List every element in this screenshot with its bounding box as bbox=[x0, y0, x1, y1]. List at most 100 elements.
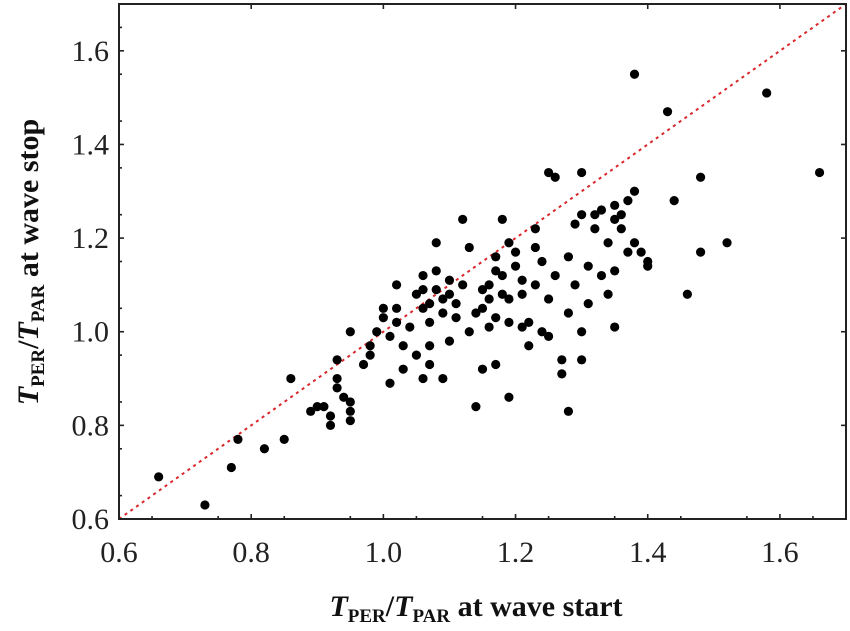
data-point-73 bbox=[497, 289, 507, 299]
x-label-sub2: PAR bbox=[412, 606, 450, 627]
data-point-97 bbox=[557, 369, 567, 379]
data-point-81 bbox=[517, 275, 527, 285]
ticks-layer: 0.6 0.8 1.0 1.2 1.4 1.6 0.6 0.8 1.0 1.2 1.4 1.6 bbox=[72, 4, 846, 569]
data-point-26 bbox=[378, 303, 388, 313]
data-point-18 bbox=[345, 406, 355, 416]
data-point-110 bbox=[590, 210, 600, 220]
y-label-sub2: PAR bbox=[28, 284, 49, 322]
data-point-2 bbox=[200, 500, 210, 510]
data-point-82 bbox=[517, 322, 527, 332]
data-point-65 bbox=[484, 322, 494, 332]
data-point-28 bbox=[385, 331, 395, 342]
data-point-99 bbox=[563, 252, 574, 262]
data-point-37 bbox=[418, 373, 428, 384]
data-point-19 bbox=[345, 397, 355, 407]
data-point-105 bbox=[577, 327, 587, 337]
data-point-58 bbox=[464, 242, 474, 253]
data-point-39 bbox=[418, 284, 428, 295]
data-point-70 bbox=[491, 252, 501, 262]
x-tick-label-1: 0.6 bbox=[100, 536, 138, 569]
data-point-69 bbox=[491, 266, 501, 276]
x-tick-label-5: 1.4 bbox=[629, 536, 667, 569]
data-point-116 bbox=[610, 214, 620, 224]
data-point-130 bbox=[669, 196, 679, 206]
data-point-22 bbox=[365, 350, 375, 360]
data-point-104 bbox=[577, 210, 587, 220]
x-tick-label-6: 1.6 bbox=[761, 536, 799, 569]
x-label-sub1: PER bbox=[348, 606, 386, 627]
data-point-27 bbox=[385, 378, 395, 388]
data-point-107 bbox=[583, 261, 593, 271]
x-label-rest: at wave start bbox=[450, 590, 622, 623]
data-point-129 bbox=[662, 107, 673, 117]
data-point-93 bbox=[543, 331, 554, 342]
data-point-43 bbox=[425, 317, 435, 327]
data-point-103 bbox=[577, 167, 587, 178]
data-point-83 bbox=[517, 289, 527, 299]
data-point-57 bbox=[458, 214, 468, 224]
x-tick-label-2: 0.8 bbox=[232, 536, 270, 569]
data-point-71 bbox=[491, 359, 501, 370]
data-point-114 bbox=[603, 289, 613, 299]
data-point-78 bbox=[504, 392, 514, 402]
data-point-109 bbox=[590, 224, 600, 234]
data-point-20 bbox=[345, 327, 355, 337]
data-point-9 bbox=[312, 402, 322, 412]
y-tick-label-6: 1.6 bbox=[72, 35, 110, 68]
data-point-38 bbox=[418, 303, 428, 313]
data-point-49 bbox=[438, 308, 448, 318]
data-point-13 bbox=[332, 383, 342, 393]
data-point-47 bbox=[431, 238, 441, 248]
data-point-1 bbox=[154, 472, 164, 482]
data-point-86 bbox=[530, 224, 540, 234]
data-point-42 bbox=[425, 341, 435, 351]
data-point-17 bbox=[345, 416, 355, 426]
data-point-113 bbox=[603, 238, 613, 248]
data-point-51 bbox=[444, 289, 455, 299]
data-point-115 bbox=[610, 200, 620, 210]
data-point-5 bbox=[259, 444, 269, 454]
data-point-15 bbox=[332, 355, 342, 365]
y-tick-label-5: 1.4 bbox=[72, 128, 110, 161]
data-point-48 bbox=[438, 373, 448, 384]
data-point-135 bbox=[762, 88, 772, 98]
data-point-80 bbox=[510, 247, 521, 257]
points-layer bbox=[154, 69, 825, 510]
data-point-33 bbox=[398, 341, 408, 351]
x-axis-label: TPER/TPAR at wave start bbox=[329, 590, 622, 627]
data-point-72 bbox=[497, 214, 507, 224]
data-point-121 bbox=[623, 196, 633, 206]
y-label-slash: / bbox=[12, 340, 45, 350]
data-point-55 bbox=[451, 299, 461, 309]
data-point-10 bbox=[319, 402, 329, 412]
data-point-98 bbox=[563, 308, 574, 318]
data-point-133 bbox=[696, 172, 706, 182]
y-axis-label: TPER/TPAR at wave stop bbox=[12, 119, 49, 405]
data-point-25 bbox=[378, 313, 388, 323]
y-label-rest: at wave stop bbox=[12, 119, 45, 285]
data-point-44 bbox=[425, 299, 435, 309]
data-point-102 bbox=[570, 280, 580, 290]
data-point-31 bbox=[391, 280, 402, 290]
data-point-90 bbox=[537, 256, 547, 267]
x-tick-label-3: 1.0 bbox=[365, 536, 403, 569]
data-point-85 bbox=[524, 317, 534, 327]
data-point-108 bbox=[583, 299, 593, 309]
data-point-16 bbox=[339, 392, 349, 402]
data-point-79 bbox=[510, 261, 521, 271]
y-tick-label-1: 0.6 bbox=[72, 503, 110, 536]
data-point-106 bbox=[577, 355, 587, 365]
data-point-21 bbox=[358, 359, 369, 370]
y-label-t2: T bbox=[12, 321, 45, 341]
data-point-136 bbox=[814, 167, 825, 178]
data-point-89 bbox=[537, 327, 547, 337]
data-point-46 bbox=[431, 266, 441, 276]
data-point-123 bbox=[629, 238, 640, 248]
data-point-124 bbox=[629, 186, 640, 196]
data-point-84 bbox=[524, 341, 534, 351]
data-point-77 bbox=[504, 294, 514, 304]
data-point-117 bbox=[610, 266, 620, 276]
data-point-62 bbox=[477, 364, 488, 374]
data-point-40 bbox=[418, 270, 428, 281]
